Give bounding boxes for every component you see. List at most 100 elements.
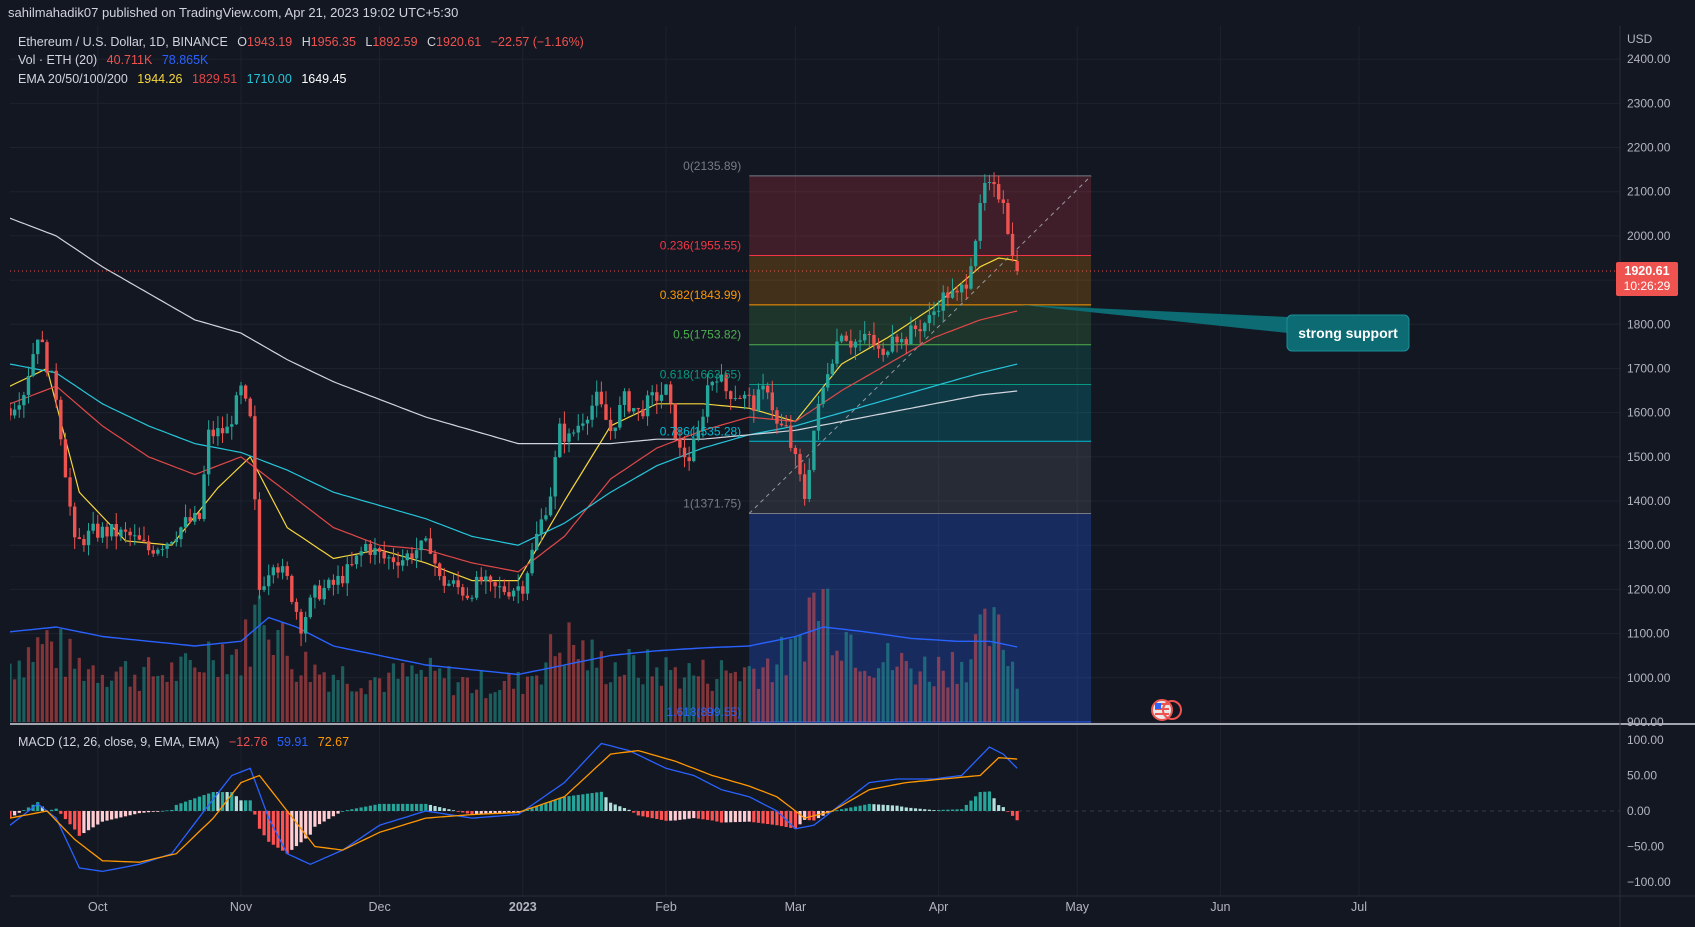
macd-histogram-bar (779, 811, 784, 827)
candle-body (211, 429, 215, 437)
publisher-bar: sahilmahadik07 published on TradingView.… (0, 0, 1695, 26)
volume-bar (613, 662, 617, 722)
candle-body (678, 438, 682, 448)
fib-band (749, 384, 1092, 442)
macd-histogram-bar (465, 811, 469, 814)
ema-line-ema50 (10, 310, 1018, 573)
legend-row-ema: EMA 20/50/100/200 1944.26 1829.51 1710.0… (18, 72, 347, 86)
ema50-value: 1829.51 (192, 72, 237, 86)
ema-line-ema200 (10, 217, 1018, 445)
callout-text: strong support (1298, 325, 1398, 341)
candle-body (872, 334, 876, 346)
candle-body (308, 597, 312, 618)
callout-box (1286, 314, 1410, 352)
macd-histogram-bar (378, 803, 382, 811)
candle-body (1006, 203, 1010, 234)
macd-histogram-bar (701, 811, 705, 820)
macd-histogram-bar (886, 805, 890, 811)
macd-histogram-bar (10, 811, 12, 819)
candle-body (382, 551, 386, 559)
candle-body (562, 423, 567, 442)
candle-body (599, 391, 604, 405)
volume-bar (664, 657, 668, 722)
price-tick-label: 2200.00 (1627, 141, 1671, 155)
macd-histogram-bar (142, 811, 146, 813)
macd-histogram-bar (110, 811, 114, 820)
macd-histogram-bar (669, 811, 673, 821)
macd-histogram-bar (475, 811, 479, 815)
macd-histogram-bar (983, 791, 987, 811)
macd-histogram-bar (451, 810, 456, 812)
volume-bar (932, 686, 936, 722)
macd-histogram-bar (664, 811, 668, 821)
macd-tick-label: −50.00 (1627, 840, 1664, 854)
macd-histogram-bar (22, 810, 26, 811)
time-tick-label: Dec (368, 900, 390, 914)
candle-body (849, 340, 853, 348)
candle-body (373, 548, 377, 555)
macd-histogram-bar (659, 811, 664, 820)
volume-bar (280, 622, 285, 722)
volume-bar (978, 614, 982, 722)
candle-body (142, 539, 146, 542)
macd-histogram-bar (86, 811, 91, 831)
fib-level-label: 0.382(1843.99) (660, 288, 741, 302)
macd-histogram-bar (997, 805, 1001, 811)
macd-histogram-bar (595, 792, 599, 811)
volume-bar (585, 670, 590, 722)
macd-tick-label: −100.00 (1627, 875, 1671, 889)
volume-bar (590, 639, 594, 722)
candle-body (826, 374, 830, 388)
macd-histogram-bar (248, 800, 252, 811)
symbol-name: Ethereum / U.S. Dollar, 1D, BINANCE (18, 35, 228, 49)
macd-histogram-bar (59, 811, 63, 814)
candle-body (59, 399, 63, 440)
volume-bar (313, 664, 317, 722)
candle-body (668, 384, 673, 404)
volume-bar (137, 690, 141, 722)
macd-histogram-bar (387, 803, 391, 811)
macd-histogram-bar (742, 811, 747, 822)
volume-bar (262, 625, 266, 722)
time-axis[interactable]: Oct Nov Dec 2023 Feb Mar Apr May Jun Jul (88, 900, 1367, 914)
ema100-value: 1710.00 (247, 72, 292, 86)
economic-event-flags[interactable] (1151, 699, 1182, 721)
volume-bar (521, 693, 525, 722)
macd-tick-label: 50.00 (1627, 768, 1657, 782)
strong-support-callout[interactable]: strong support (1021, 304, 1410, 352)
volume-bars (10, 588, 1019, 722)
volume-bar (110, 680, 114, 722)
macd-axis[interactable]: 100.00 50.00 0.00 −50.00 −100.00 (1627, 733, 1671, 889)
ema-lines (10, 217, 1018, 582)
macd-histogram-bar (317, 811, 322, 825)
candle-body (498, 586, 502, 588)
volume-bar (470, 693, 474, 722)
volume-bar (696, 676, 700, 722)
candle-body (336, 575, 340, 585)
candle-body (156, 549, 160, 554)
candle-body (91, 523, 95, 531)
volume-bar (881, 662, 885, 722)
macd-histogram-bar (729, 811, 733, 823)
volume-bar (45, 630, 49, 722)
macd-histogram-bar (572, 795, 576, 811)
volume-bar (267, 639, 271, 722)
macd-histogram-bar (147, 811, 151, 813)
volume-bar (364, 694, 368, 722)
candle-body (775, 410, 779, 424)
volume-bar (853, 667, 858, 722)
candle-body (973, 240, 978, 267)
volume-bar (13, 679, 17, 722)
macd-histogram-bar (234, 796, 238, 811)
candle-body (946, 292, 950, 298)
candle-body (641, 409, 645, 417)
macd-histogram-bar (96, 811, 100, 825)
macd-histogram-bar (535, 806, 539, 811)
volume-bar (77, 657, 81, 722)
us-flag-icon-second[interactable] (1162, 700, 1182, 720)
volume-bar (622, 674, 627, 722)
volume-bar (558, 652, 562, 722)
macd-histogram-bar (539, 804, 543, 811)
volume-bar (317, 674, 322, 722)
